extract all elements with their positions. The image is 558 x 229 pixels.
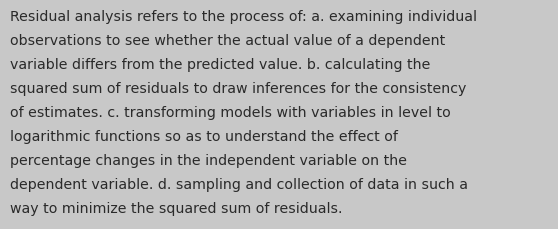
Text: observations to see whether the actual value of a dependent: observations to see whether the actual v… (10, 34, 445, 48)
Text: variable differs from the predicted value. b. calculating the: variable differs from the predicted valu… (10, 58, 430, 72)
Text: way to minimize the squared sum of residuals.: way to minimize the squared sum of resid… (10, 201, 343, 215)
Text: dependent variable. d. sampling and collection of data in such a: dependent variable. d. sampling and coll… (10, 177, 468, 191)
Text: Residual analysis refers to the process of: a. examining individual: Residual analysis refers to the process … (10, 10, 477, 24)
Text: squared sum of residuals to draw inferences for the consistency: squared sum of residuals to draw inferen… (10, 82, 466, 96)
Text: of estimates. c. transforming models with variables in level to: of estimates. c. transforming models wit… (10, 106, 451, 120)
Text: logarithmic functions so as to understand the effect of: logarithmic functions so as to understan… (10, 129, 398, 143)
Text: percentage changes in the independent variable on the: percentage changes in the independent va… (10, 153, 407, 167)
